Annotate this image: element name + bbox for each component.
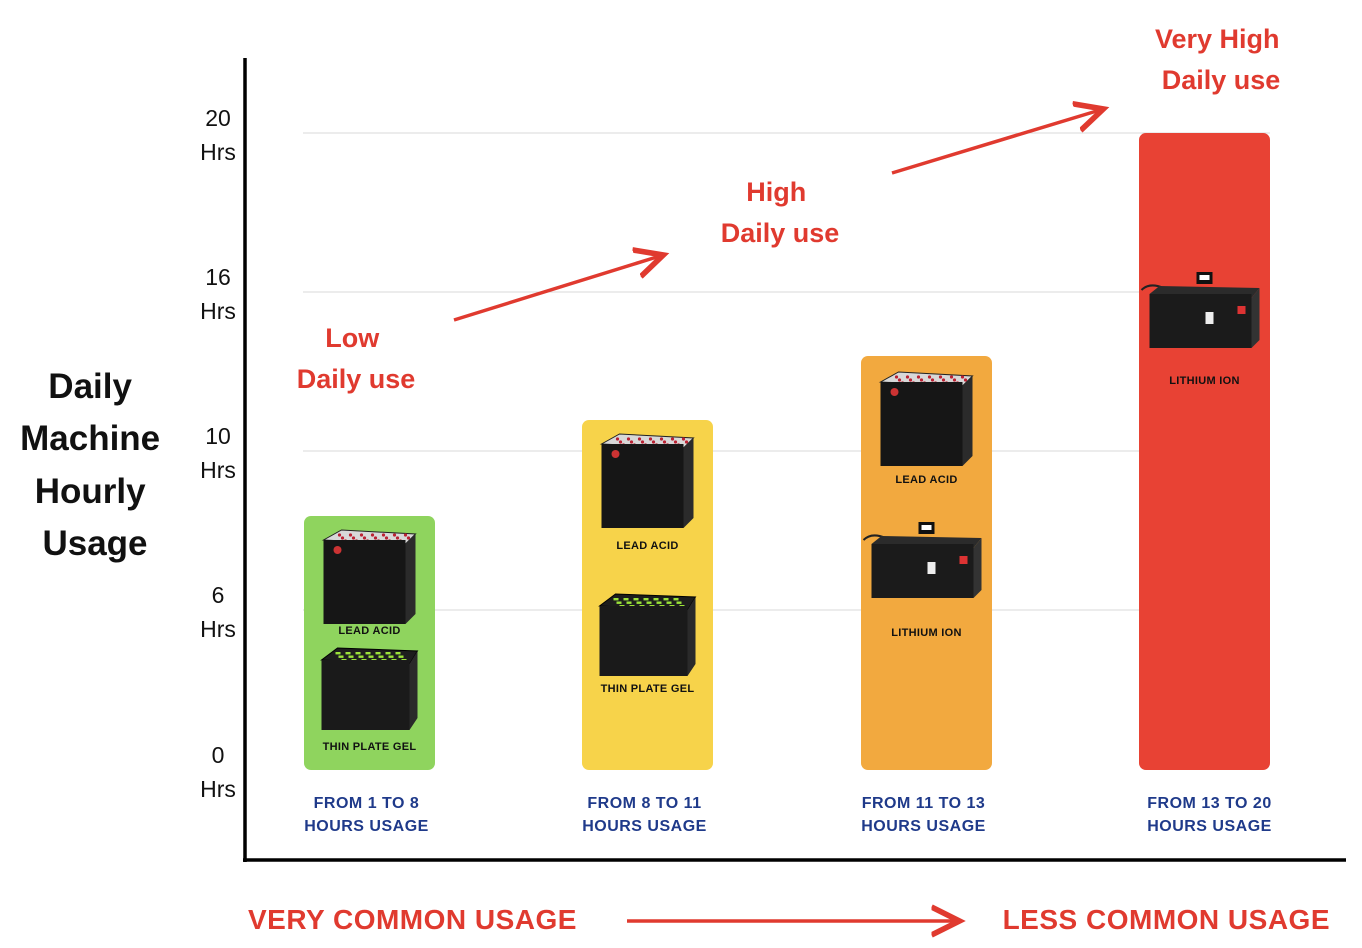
- category-label-line: FROM 11 TO 13: [862, 795, 986, 812]
- gel-battery-icon: [598, 593, 697, 676]
- y-tick-value: 10: [205, 423, 231, 449]
- gridlines: [303, 132, 1270, 611]
- y-tick-unit: Hrs: [200, 457, 236, 483]
- category-label-line: HOURS USAGE: [1147, 818, 1272, 835]
- y-axis-title-line: Hourly: [35, 472, 146, 511]
- y-axis-title: Daily Machine Hourly Usage: [20, 367, 170, 563]
- annotation-line: High: [746, 177, 806, 207]
- y-tick-label: 20 Hrs: [200, 105, 236, 165]
- trend-arrow-2: [891, 110, 1100, 175]
- y-tick-value: 20: [205, 105, 231, 131]
- category-label-line: FROM 1 TO 8: [314, 795, 420, 812]
- gel-battery-icon: [320, 647, 419, 730]
- bar: [1139, 133, 1270, 770]
- bars: LEAD ACID THIN PLATE GEL LEAD ACID THIN PLA…: [304, 133, 1270, 770]
- y-tick-value: 16: [205, 264, 231, 290]
- y-tick-label: 6 Hrs: [200, 582, 236, 642]
- category-labels: FROM 1 TO 8 HOURS USAGE FROM 8 TO 11 HOURS …: [304, 795, 1272, 835]
- y-tick-unit: Hrs: [200, 139, 236, 165]
- y-tick-unit: Hrs: [200, 298, 236, 324]
- annotation-line: Daily use: [297, 364, 416, 394]
- y-tick-labels: 0 Hrs 6 Hrs 10 Hrs 16 Hrs 20 Hrs: [200, 105, 236, 802]
- annotation-line: Low: [325, 323, 380, 353]
- annotation-very-high: Very High Daily use: [1155, 24, 1287, 95]
- category-label: FROM 1 TO 8 HOURS USAGE: [304, 795, 429, 835]
- y-axis-title-line: Machine: [20, 419, 160, 458]
- battery-label: THIN PLATE GEL: [601, 683, 695, 695]
- y-tick-value: 6: [212, 582, 225, 608]
- y-axis-title-line: Daily: [48, 367, 132, 406]
- annotation-low: Low Daily use: [297, 323, 416, 394]
- battery-label: LEAD ACID: [616, 540, 678, 552]
- lithium-battery-icon: [1140, 272, 1260, 348]
- lead-acid-battery-icon: [878, 371, 974, 466]
- lead-acid-battery-icon: [599, 433, 695, 528]
- lithium-battery-icon: [862, 522, 982, 598]
- annotation-line: Daily use: [1162, 65, 1281, 95]
- category-label-line: HOURS USAGE: [582, 818, 707, 835]
- battery-label: LITHIUM ION: [1169, 375, 1240, 387]
- battery-label: LEAD ACID: [338, 625, 400, 637]
- bottom-label-right: LESS COMMON USAGE: [1003, 904, 1330, 935]
- trend-arrow-1: [453, 256, 660, 322]
- annotation-line: Daily use: [721, 218, 840, 248]
- category-label: FROM 11 TO 13 HOURS USAGE: [861, 795, 986, 835]
- category-label: FROM 8 TO 11 HOURS USAGE: [582, 795, 707, 835]
- y-tick-unit: Hrs: [200, 616, 236, 642]
- y-tick-label: 16 Hrs: [200, 264, 236, 324]
- category-label-line: HOURS USAGE: [304, 818, 429, 835]
- battery-label: LITHIUM ION: [891, 627, 962, 639]
- bottom-label-left: VERY COMMON USAGE: [248, 904, 577, 935]
- annotation-line: Very High: [1155, 24, 1280, 54]
- battery-label: THIN PLATE GEL: [323, 741, 417, 753]
- category-label-line: HOURS USAGE: [861, 818, 986, 835]
- y-tick-label: 0 Hrs: [200, 742, 236, 802]
- category-label: FROM 13 TO 20 HOURS USAGE: [1147, 795, 1272, 835]
- category-label-line: FROM 13 TO 20: [1147, 795, 1271, 812]
- y-tick-unit: Hrs: [200, 776, 236, 802]
- category-label-line: FROM 8 TO 11: [587, 795, 701, 812]
- battery-label: LEAD ACID: [895, 474, 957, 486]
- y-tick-label: 10 Hrs: [200, 423, 236, 483]
- lead-acid-battery-icon: [321, 529, 417, 624]
- annotation-high: High Daily use: [721, 177, 840, 248]
- y-tick-value: 0: [212, 742, 225, 768]
- y-axis-title-line: Usage: [42, 524, 147, 563]
